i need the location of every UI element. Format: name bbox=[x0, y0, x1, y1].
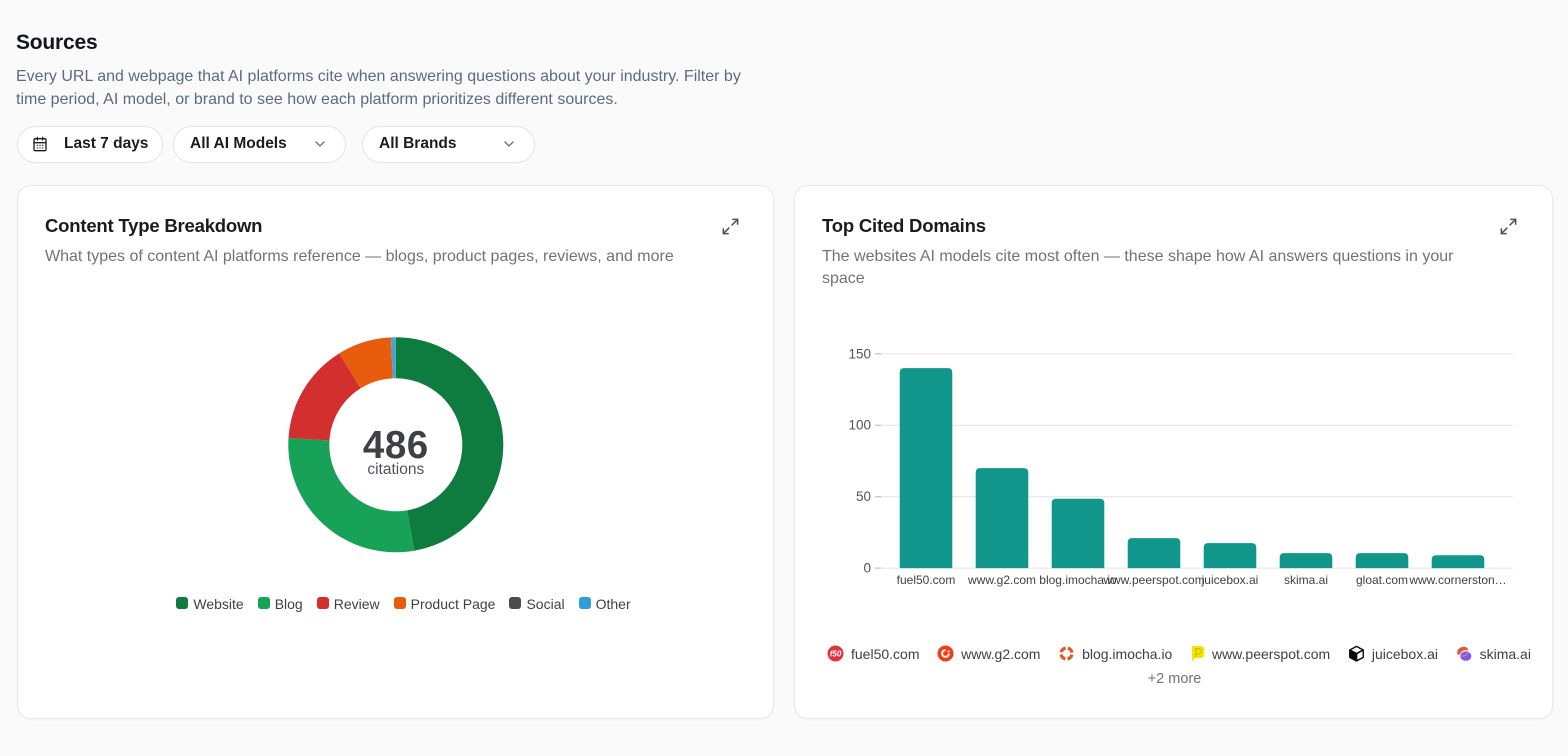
svg-text:50: 50 bbox=[856, 489, 871, 504]
svg-text:0: 0 bbox=[863, 561, 871, 576]
svg-text:fuel50.com: fuel50.com bbox=[897, 573, 956, 587]
svg-text:juicebox.ai: juicebox.ai bbox=[1201, 573, 1259, 587]
svg-text:gloat.com: gloat.com bbox=[1356, 573, 1408, 587]
svg-text:www.g2.com: www.g2.com bbox=[967, 573, 1036, 587]
svg-text:www.cornerston…: www.cornerston… bbox=[1408, 573, 1506, 587]
svg-text:150: 150 bbox=[848, 346, 871, 361]
svg-text:skima.ai: skima.ai bbox=[1284, 573, 1328, 587]
svg-text:100: 100 bbox=[848, 418, 871, 433]
svg-text:f50: f50 bbox=[830, 650, 842, 659]
svg-text:www.peerspot.com: www.peerspot.com bbox=[1102, 573, 1204, 587]
svg-text:blog.imocha.io: blog.imocha.io bbox=[1039, 573, 1117, 587]
